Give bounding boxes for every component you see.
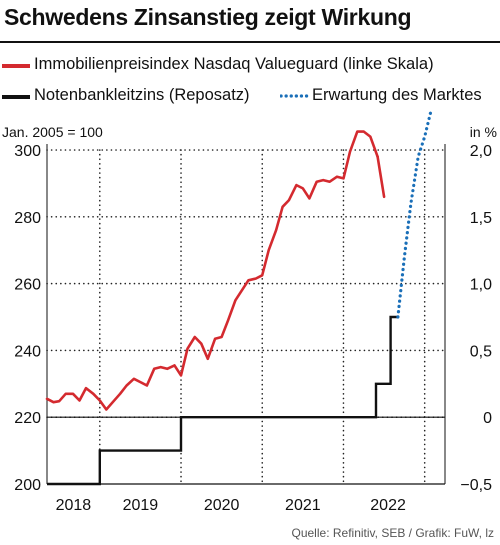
left-tick-label: 240 bbox=[14, 343, 41, 360]
right-tick-label: 1,5 bbox=[470, 210, 492, 227]
x-tick-label: 2018 bbox=[56, 497, 92, 514]
x-tick-label: 2020 bbox=[204, 497, 240, 514]
source-line: Quelle: Refinitiv, SEB / Grafik: FuW, lz bbox=[291, 526, 495, 540]
right-tick-label: 1,0 bbox=[470, 277, 492, 294]
left-tick-label: 220 bbox=[14, 410, 41, 427]
right-tick-label: −0,5 bbox=[460, 477, 492, 494]
legend-label-immobilienpreisindex: Immobilienpreisindex Nasdaq Valueguard (… bbox=[34, 55, 434, 73]
right-tick-label: 0 bbox=[483, 410, 492, 427]
left-axis-unit-label: Jan. 2005 = 100 bbox=[2, 124, 103, 140]
legend-swatch-red bbox=[2, 64, 30, 68]
left-tick-label: 260 bbox=[14, 277, 41, 294]
left-tick-label: 280 bbox=[14, 210, 41, 227]
x-tick-label: 2022 bbox=[370, 497, 406, 514]
series-line bbox=[47, 315, 398, 486]
series-line bbox=[45, 130, 379, 411]
legend-label-reposatz: Notenbankleitzins (Reposatz) bbox=[34, 86, 250, 104]
left-tick-label: 200 bbox=[14, 477, 41, 494]
series-line bbox=[376, 155, 386, 199]
legend-swatch-blue-dotted bbox=[280, 94, 310, 98]
series-line bbox=[396, 108, 433, 319]
chart-title: Schwedens Zinsanstieg zeigt Wirkung bbox=[4, 4, 412, 30]
right-tick-label: 0,5 bbox=[470, 343, 492, 360]
legend-label-erwartung: Erwartung des Marktes bbox=[312, 86, 482, 104]
x-tick-label: 2019 bbox=[123, 497, 159, 514]
right-axis-unit-label: in % bbox=[470, 124, 497, 140]
x-tick-label: 2021 bbox=[285, 497, 321, 514]
legend-swatch-black bbox=[2, 95, 30, 99]
title-rule bbox=[0, 41, 500, 43]
left-tick-label: 300 bbox=[14, 143, 41, 160]
right-tick-label: 2,0 bbox=[470, 143, 492, 160]
